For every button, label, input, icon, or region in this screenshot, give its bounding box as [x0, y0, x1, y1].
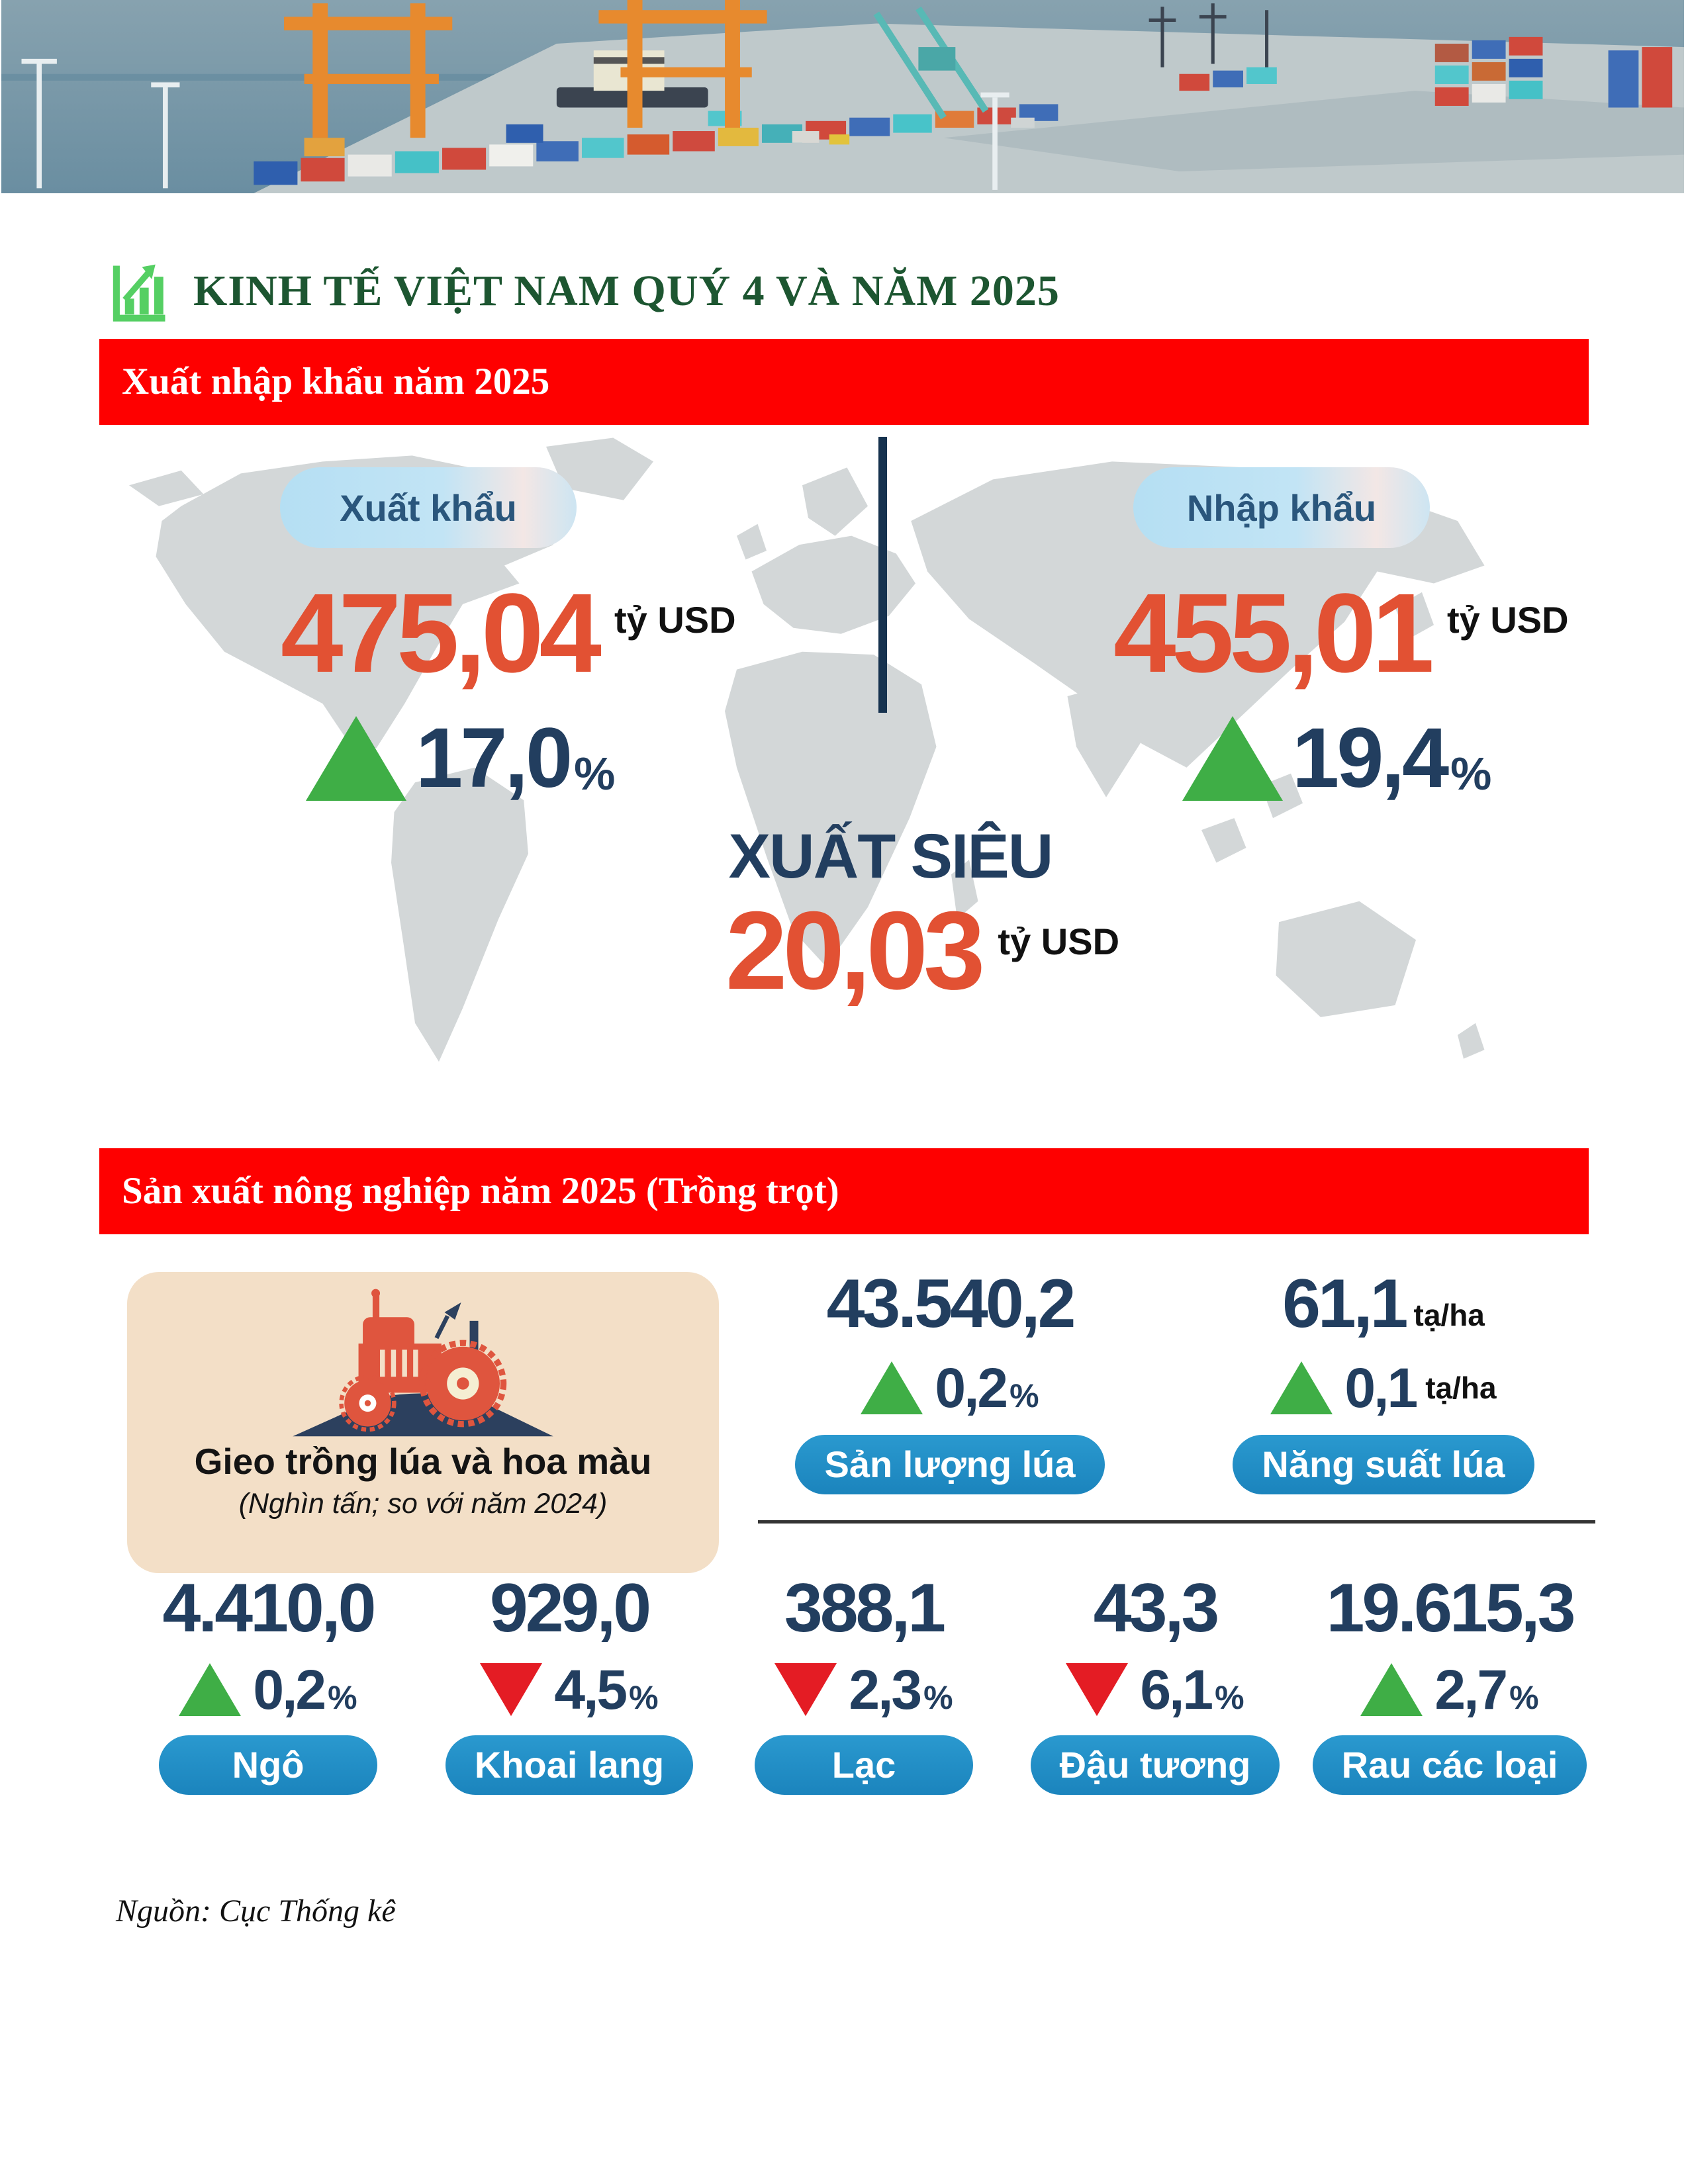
- source-note: Nguồn: Cục Thống kê: [116, 1893, 396, 1929]
- down-triangle-icon: [1066, 1663, 1129, 1716]
- horizontal-divider: [758, 1520, 1595, 1524]
- port-photo-graphic: [1, 0, 1684, 193]
- up-triangle-icon: [861, 1361, 923, 1414]
- card-subtitle: (Nghìn tấn; so với năm 2024): [238, 1488, 608, 1520]
- vegetables-pill: Rau các loại: [1312, 1735, 1587, 1795]
- sweet-potato-pill: Khoai lang: [445, 1735, 694, 1795]
- stat-peanut: 388,1 2,3 % Lạc: [718, 1574, 1009, 1795]
- export-change-row: 17,0 %: [306, 716, 615, 801]
- soybean-change: 6,1: [1140, 1659, 1213, 1721]
- surplus-value: 20,03: [726, 888, 985, 1013]
- soybean-value: 43,3: [1093, 1570, 1219, 1647]
- import-change: 19,4: [1292, 711, 1449, 805]
- soybean-pill: Đậu tương: [1030, 1735, 1280, 1795]
- page-title: KINH TẾ VIỆT NAM QUÝ 4 VÀ NĂM 2025: [193, 267, 1060, 315]
- soybean-change-unit: %: [1215, 1679, 1244, 1716]
- import-label: Nhập khẩu: [1186, 486, 1377, 529]
- rice-yield-value: 61,1: [1282, 1265, 1408, 1342]
- stat-rice-yield: 61,1 tạ/ha 0,1 tạ/ha Năng suất lúa: [1225, 1269, 1542, 1494]
- sweet-potato-change: 4,5: [554, 1659, 628, 1721]
- export-unit: tỷ USD: [614, 599, 736, 641]
- vertical-divider: [878, 437, 887, 713]
- rice-output-change-unit: %: [1009, 1377, 1039, 1414]
- section-banner-agriculture: Sản xuất nông nghiệp năm 2025 (Trồng trọ…: [99, 1148, 1589, 1234]
- import-value-row: 455,01 tỷ USD: [1113, 577, 1569, 690]
- export-value: 475,04: [281, 570, 602, 696]
- peanut-value: 388,1: [784, 1570, 946, 1647]
- corn-value: 4.410,0: [162, 1570, 377, 1647]
- rice-yield-change-unit: tạ/ha: [1425, 1371, 1497, 1405]
- rice-yield-pill: Năng suất lúa: [1233, 1435, 1534, 1494]
- export-change: 17,0: [416, 711, 573, 805]
- vegetables-change-unit: %: [1509, 1679, 1539, 1716]
- import-value: 455,01: [1113, 570, 1434, 696]
- peanut-pill: Lạc: [755, 1735, 973, 1795]
- sweet-potato-change-unit: %: [629, 1679, 659, 1716]
- rice-output-change: 0,2: [935, 1357, 1008, 1419]
- rice-output-value: 43.540,2: [826, 1265, 1076, 1342]
- export-value-row: 475,04 tỷ USD: [281, 577, 736, 690]
- import-change-row: 19,4 %: [1182, 716, 1491, 801]
- export-label: Xuất khẩu: [340, 486, 517, 529]
- surplus-label: XUẤT SIÊU: [728, 821, 1054, 891]
- stat-soybean: 43,3 6,1 % Đậu tương: [1009, 1574, 1301, 1795]
- up-triangle-icon: [179, 1663, 242, 1716]
- up-triangle-icon: [1182, 716, 1283, 801]
- export-change-unit: %: [574, 748, 616, 799]
- section-banner-trade: Xuất nhập khẩu năm 2025: [99, 339, 1589, 425]
- stat-sweet-potato: 929,0 4,5 % Khoai lang: [424, 1574, 715, 1795]
- port-photo: [1, 0, 1684, 193]
- crane-shapes: [284, 0, 767, 138]
- import-unit: tỷ USD: [1446, 599, 1569, 641]
- tractor-icon: [293, 1289, 553, 1437]
- down-triangle-icon: [774, 1663, 837, 1716]
- up-triangle-icon: [1360, 1663, 1423, 1716]
- import-label-pill: Nhập khẩu: [1133, 467, 1430, 548]
- corn-pill: Ngô: [159, 1735, 377, 1795]
- surplus-unit: tỷ USD: [998, 921, 1120, 962]
- corn-change-unit: %: [328, 1679, 357, 1716]
- peanut-change: 2,3: [849, 1659, 922, 1721]
- corn-change: 0,2: [253, 1659, 326, 1721]
- up-triangle-icon: [306, 716, 406, 801]
- rice-output-pill: Sản lượng lúa: [795, 1435, 1105, 1494]
- growth-chart-icon: [108, 262, 169, 323]
- import-change-unit: %: [1450, 748, 1492, 799]
- crop-sowing-card: Gieo trồng lúa và hoa màu (Nghìn tấn; so…: [127, 1272, 719, 1573]
- stat-corn: 4.410,0 0,2 % Ngô: [122, 1574, 414, 1795]
- export-label-pill: Xuất khẩu: [280, 467, 577, 548]
- stat-rice-output: 43.540,2 0,2 % Sản lượng lúa: [791, 1269, 1109, 1494]
- rice-yield-change: 0,1: [1344, 1357, 1418, 1419]
- down-triangle-icon: [480, 1663, 543, 1716]
- up-triangle-icon: [1270, 1361, 1333, 1414]
- stat-vegetables: 19.615,3 2,7 % Rau các loại: [1304, 1574, 1595, 1795]
- rice-yield-unit: tạ/ha: [1413, 1298, 1485, 1332]
- vegetables-change: 2,7: [1434, 1659, 1508, 1721]
- sweet-potato-value: 929,0: [489, 1570, 651, 1647]
- card-title: Gieo trồng lúa và hoa màu: [194, 1441, 652, 1482]
- vegetables-value: 19.615,3: [1326, 1570, 1576, 1647]
- peanut-change-unit: %: [923, 1679, 953, 1716]
- surplus-value-row: 20,03 tỷ USD: [726, 895, 1119, 1006]
